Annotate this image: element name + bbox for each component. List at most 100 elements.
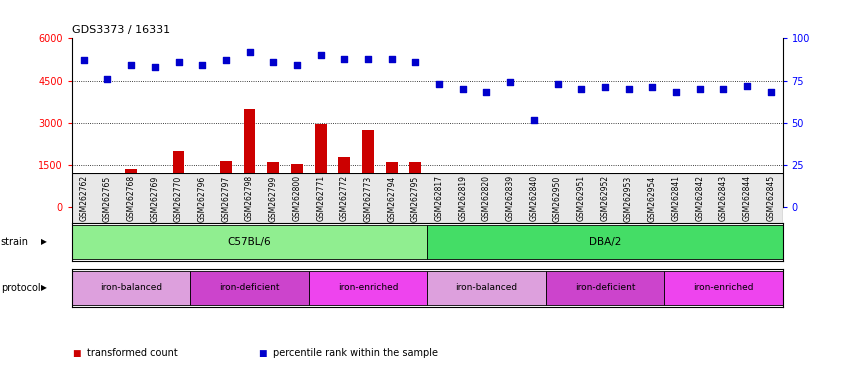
Point: [717, 86, 730, 92]
Text: GSM262800: GSM262800: [293, 175, 301, 222]
Text: GDS3373 / 16331: GDS3373 / 16331: [72, 25, 170, 35]
Text: GSM262843: GSM262843: [719, 175, 728, 222]
Bar: [291, 164, 303, 207]
Text: iron-enriched: iron-enriched: [338, 283, 398, 293]
Text: protocol: protocol: [1, 283, 41, 293]
Text: strain: strain: [1, 237, 29, 247]
Text: ▶: ▶: [41, 237, 47, 247]
Bar: [362, 130, 374, 207]
Text: ■: ■: [258, 349, 266, 358]
Bar: [125, 169, 137, 207]
Text: GSM262771: GSM262771: [316, 175, 325, 222]
Bar: [433, 197, 445, 207]
Text: GSM262819: GSM262819: [459, 175, 467, 221]
Point: [314, 52, 327, 58]
Point: [574, 86, 588, 92]
Bar: [670, 197, 682, 207]
Point: [527, 116, 541, 122]
Text: GSM262845: GSM262845: [766, 175, 775, 222]
Point: [503, 79, 517, 85]
Bar: [267, 162, 279, 207]
Bar: [504, 197, 516, 207]
Bar: [552, 176, 563, 207]
Text: transformed count: transformed count: [87, 348, 178, 358]
Text: GSM262765: GSM262765: [103, 175, 112, 222]
Bar: [149, 176, 161, 207]
Point: [195, 62, 209, 68]
Text: GSM262773: GSM262773: [364, 175, 372, 222]
Point: [740, 83, 754, 89]
Text: GSM262770: GSM262770: [174, 175, 183, 222]
Text: GSM262950: GSM262950: [553, 175, 562, 222]
Text: iron-balanced: iron-balanced: [100, 283, 162, 293]
Bar: [646, 193, 658, 207]
FancyBboxPatch shape: [427, 271, 546, 305]
Bar: [528, 205, 540, 207]
Text: DBA/2: DBA/2: [589, 237, 621, 247]
FancyBboxPatch shape: [664, 271, 783, 305]
Bar: [599, 193, 611, 207]
Text: GSM262951: GSM262951: [577, 175, 585, 222]
Bar: [409, 162, 421, 207]
Text: GSM262954: GSM262954: [648, 175, 656, 222]
Bar: [244, 109, 255, 207]
Bar: [575, 197, 587, 207]
Text: GSM262794: GSM262794: [387, 175, 396, 222]
Text: GSM262772: GSM262772: [340, 175, 349, 222]
Bar: [78, 174, 90, 207]
Text: GSM262798: GSM262798: [245, 175, 254, 222]
Point: [456, 86, 470, 92]
Text: GSM262842: GSM262842: [695, 175, 704, 221]
Text: GSM262953: GSM262953: [624, 175, 633, 222]
Point: [764, 89, 777, 96]
Bar: [102, 199, 113, 207]
Point: [124, 62, 138, 68]
Text: GSM262799: GSM262799: [269, 175, 277, 222]
Point: [645, 84, 659, 91]
Text: GSM262796: GSM262796: [198, 175, 206, 222]
Point: [172, 59, 185, 65]
Bar: [173, 151, 184, 207]
Text: GSM262817: GSM262817: [435, 175, 443, 221]
Bar: [717, 197, 729, 207]
Text: GSM262797: GSM262797: [222, 175, 230, 222]
Text: GSM262768: GSM262768: [127, 175, 135, 222]
Point: [385, 56, 398, 62]
Point: [266, 59, 280, 65]
Bar: [694, 195, 706, 207]
Bar: [220, 161, 232, 207]
Point: [480, 89, 493, 96]
Bar: [765, 202, 777, 207]
Text: ■: ■: [72, 349, 80, 358]
Text: iron-deficient: iron-deficient: [219, 283, 280, 293]
Text: iron-deficient: iron-deficient: [574, 283, 635, 293]
Point: [551, 81, 564, 87]
FancyBboxPatch shape: [72, 225, 427, 259]
Text: GSM262841: GSM262841: [672, 175, 680, 221]
Text: iron-balanced: iron-balanced: [455, 283, 518, 293]
Text: GSM262820: GSM262820: [482, 175, 491, 221]
Text: GSM262762: GSM262762: [80, 175, 88, 222]
Point: [101, 76, 114, 82]
FancyBboxPatch shape: [72, 173, 783, 223]
Point: [290, 62, 304, 68]
Point: [409, 59, 422, 65]
Text: percentile rank within the sample: percentile rank within the sample: [273, 348, 438, 358]
Text: GSM262844: GSM262844: [743, 175, 751, 222]
Bar: [196, 176, 208, 207]
Bar: [315, 124, 327, 207]
FancyBboxPatch shape: [309, 271, 427, 305]
FancyBboxPatch shape: [546, 271, 664, 305]
Text: ▶: ▶: [41, 283, 47, 293]
Text: GSM262952: GSM262952: [601, 175, 609, 222]
FancyBboxPatch shape: [427, 225, 783, 259]
Bar: [623, 193, 634, 207]
Text: C57BL/6: C57BL/6: [228, 237, 272, 247]
Text: GSM262795: GSM262795: [411, 175, 420, 222]
Bar: [386, 162, 398, 207]
Text: iron-enriched: iron-enriched: [693, 283, 754, 293]
Point: [219, 57, 233, 63]
Point: [148, 64, 162, 70]
Bar: [481, 199, 492, 207]
Bar: [457, 197, 469, 207]
